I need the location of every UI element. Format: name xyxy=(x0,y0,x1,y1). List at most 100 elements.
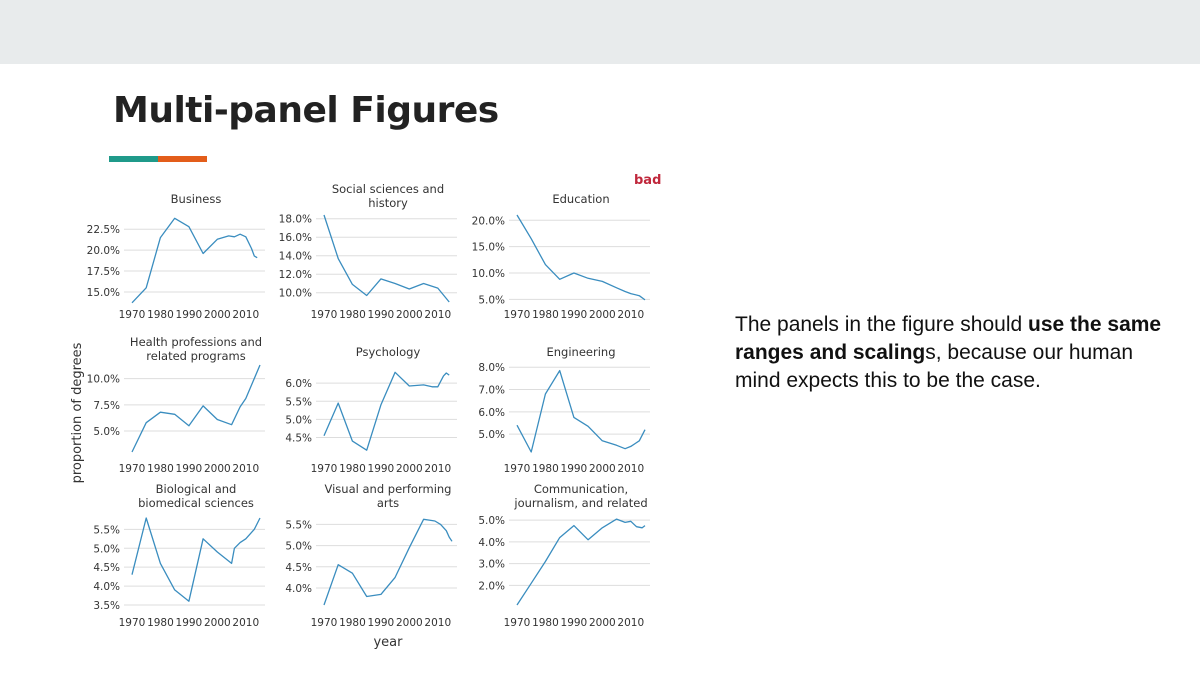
y-tick-label: 5.0% xyxy=(93,543,120,555)
body-text-end: s, because our human mind expects this t… xyxy=(735,341,1134,392)
panel-title: Engineering xyxy=(547,345,616,359)
x-tick-label: 1990 xyxy=(368,309,395,321)
x-tick-label: 2000 xyxy=(204,309,231,321)
y-tick-label: 20.0% xyxy=(472,215,505,227)
panel-title: related programs xyxy=(146,349,245,363)
y-tick-label: 5.5% xyxy=(285,519,312,531)
x-tick-label: 1980 xyxy=(339,463,366,475)
x-tick-label: 1990 xyxy=(176,463,203,475)
y-tick-label: 4.5% xyxy=(285,433,312,445)
x-tick-label: 2000 xyxy=(396,309,423,321)
panel-title: Visual and performing xyxy=(325,482,452,496)
body-text-emphasis: use the same ranges and scaling xyxy=(735,313,1162,364)
panel-title: Social sciences and xyxy=(332,182,444,196)
series-line xyxy=(516,214,646,301)
y-tick-label: 4.0% xyxy=(478,537,505,549)
series-line xyxy=(323,371,450,451)
x-tick-label: 2010 xyxy=(617,309,644,321)
x-tick-label: 2010 xyxy=(232,309,259,321)
y-tick-label: 5.0% xyxy=(478,515,505,527)
x-tick-label: 1970 xyxy=(311,463,338,475)
x-tick-label: 1980 xyxy=(339,309,366,321)
x-tick-label: 1990 xyxy=(561,463,588,475)
body-text: The panels in the figure should use the … xyxy=(735,311,1175,395)
y-tick-label: 5.5% xyxy=(93,524,120,536)
y-tick-label: 6.0% xyxy=(478,407,505,419)
x-tick-label: 2000 xyxy=(589,463,616,475)
slide-title: Multi-panel Figures xyxy=(113,90,499,131)
x-tick-label: 2010 xyxy=(232,617,259,629)
top-bar xyxy=(0,0,1200,64)
y-tick-label: 3.0% xyxy=(478,559,505,571)
series-line xyxy=(131,517,261,602)
y-tick-label: 15.0% xyxy=(472,242,505,254)
panel-title: Biological and xyxy=(156,482,237,496)
x-tick-label: 1970 xyxy=(119,617,146,629)
y-tick-label: 22.5% xyxy=(87,224,120,236)
x-tick-label: 2010 xyxy=(617,463,644,475)
x-tick-label: 1990 xyxy=(176,617,203,629)
x-tick-label: 1980 xyxy=(339,617,366,629)
x-tick-label: 2000 xyxy=(204,463,231,475)
x-tick-label: 1990 xyxy=(368,463,395,475)
accent-bar-teal xyxy=(109,156,158,162)
y-tick-label: 17.5% xyxy=(87,266,120,278)
x-tick-label: 2000 xyxy=(589,309,616,321)
x-tick-label: 2000 xyxy=(396,617,423,629)
series-line xyxy=(516,518,646,606)
x-tick-label: 1980 xyxy=(532,463,559,475)
y-tick-label: 7.0% xyxy=(478,385,505,397)
y-tick-label: 16.0% xyxy=(279,232,312,244)
y-tick-label: 6.0% xyxy=(285,378,312,390)
x-tick-label: 2000 xyxy=(396,463,423,475)
panel-title: journalism, and related xyxy=(513,496,647,510)
y-tick-label: 5.0% xyxy=(285,541,312,553)
panel-3: Education 5.0% 10.0% 15.0% 20.0% 1970 1980 1990… xyxy=(472,192,650,321)
x-tick-label: 1970 xyxy=(504,617,531,629)
x-tick-label: 1970 xyxy=(311,309,338,321)
x-axis-title: year xyxy=(373,635,403,650)
y-tick-label: 2.0% xyxy=(478,580,505,592)
x-tick-label: 1980 xyxy=(532,309,559,321)
panel-9: Communication,journalism, and related 2.0… xyxy=(478,482,650,629)
x-tick-label: 1980 xyxy=(147,463,174,475)
y-tick-label: 5.0% xyxy=(478,429,505,441)
x-tick-label: 2010 xyxy=(424,309,451,321)
y-tick-label: 15.0% xyxy=(87,287,120,299)
x-tick-label: 1970 xyxy=(119,463,146,475)
y-tick-label: 14.0% xyxy=(279,251,312,263)
y-tick-label: 4.5% xyxy=(93,562,120,574)
panel-title: history xyxy=(368,196,408,210)
x-tick-label: 2010 xyxy=(424,463,451,475)
x-tick-label: 1970 xyxy=(504,309,531,321)
panel-title: arts xyxy=(377,496,399,510)
series-line xyxy=(323,214,450,303)
panel-title: Psychology xyxy=(356,345,421,359)
series-line xyxy=(131,364,261,453)
x-tick-label: 1990 xyxy=(561,617,588,629)
y-tick-label: 5.0% xyxy=(285,414,312,426)
y-tick-label: 10.0% xyxy=(279,288,312,300)
y-tick-label: 12.0% xyxy=(279,269,312,281)
panel-title: biomedical sciences xyxy=(138,496,254,510)
y-tick-label: 4.5% xyxy=(285,562,312,574)
x-tick-label: 1970 xyxy=(504,463,531,475)
y-tick-label: 3.5% xyxy=(93,600,120,612)
series-line xyxy=(516,369,646,453)
panel-title: Communication, xyxy=(534,482,628,496)
body-text-start: The panels in the figure should xyxy=(735,313,1029,336)
y-tick-label: 7.5% xyxy=(93,400,120,412)
panel-1: Business 15.0% 17.5% 20.0% 22.5% 1970 1980 1990… xyxy=(87,192,265,321)
y-tick-label: 4.0% xyxy=(93,581,120,593)
y-tick-label: 8.0% xyxy=(478,362,505,374)
y-tick-label: 4.0% xyxy=(285,583,312,595)
x-tick-label: 1980 xyxy=(147,309,174,321)
x-tick-label: 2010 xyxy=(232,463,259,475)
